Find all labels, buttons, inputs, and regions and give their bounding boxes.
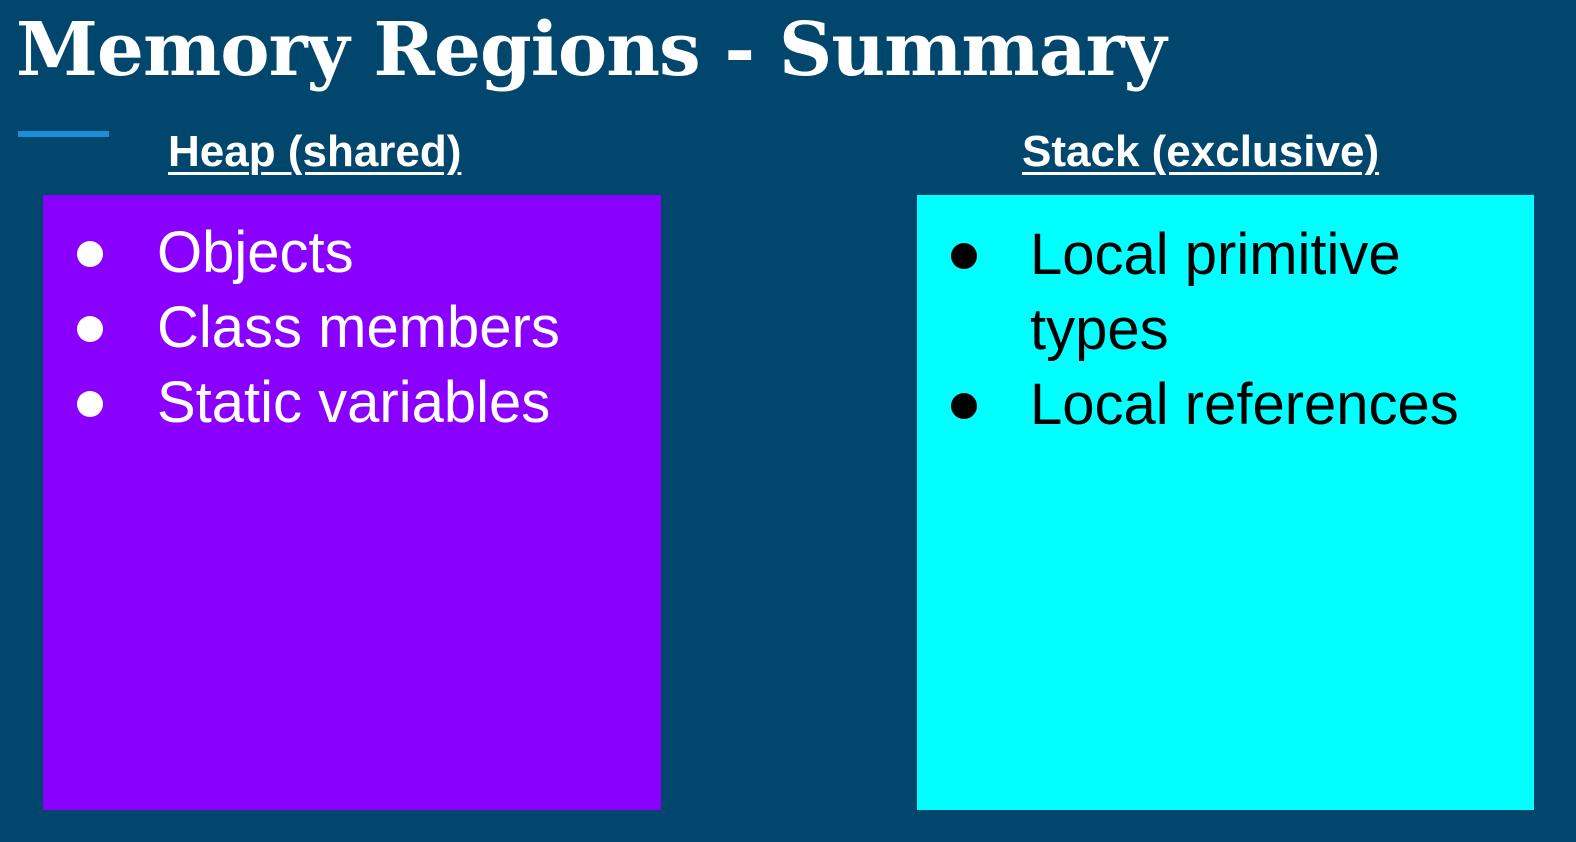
list-item: Local references — [917, 367, 1534, 442]
bullet-icon — [951, 393, 977, 419]
heap-heading: Heap (shared) — [168, 127, 462, 176]
list-item: Static variables — [43, 365, 661, 440]
heap-box: Objects Class members Static variables — [43, 195, 661, 810]
stack-list: Local primitive types Local references — [917, 195, 1534, 442]
list-item: Objects — [43, 215, 661, 290]
heap-item-label: Objects — [157, 220, 354, 285]
bullet-icon — [77, 316, 103, 342]
list-item: Class members — [43, 290, 661, 365]
bullet-icon — [951, 243, 977, 269]
slide-title: Memory Regions - Summary — [16, 7, 1167, 93]
stack-box: Local primitive types Local references — [917, 195, 1534, 810]
stack-item-label: Local primitive types — [1030, 222, 1401, 362]
list-item: Local primitive types — [917, 217, 1534, 367]
stack-item-label: Local references — [1030, 372, 1459, 437]
bullet-icon — [77, 241, 103, 267]
heap-item-label: Class members — [157, 295, 560, 360]
bullet-icon — [77, 391, 103, 417]
stack-heading: Stack (exclusive) — [1022, 127, 1380, 176]
heap-list: Objects Class members Static variables — [43, 195, 661, 440]
heap-item-label: Static variables — [157, 370, 551, 435]
title-accent-line — [18, 131, 109, 137]
